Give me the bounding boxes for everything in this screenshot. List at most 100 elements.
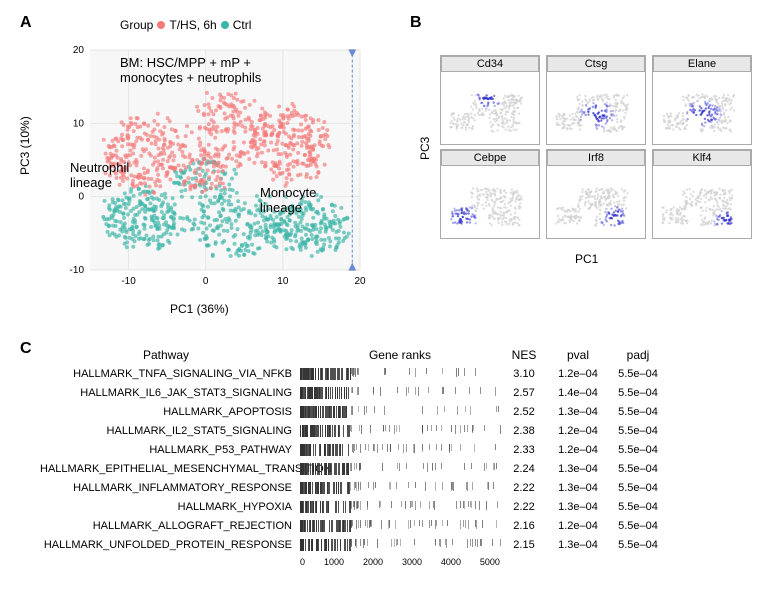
panel-c-label: C [20, 340, 32, 358]
nes-value: 2.52 [500, 406, 548, 418]
pathway-row: HALLMARK_P53_PATHWAY 2.331.2e–045.5e–04 [40, 440, 668, 459]
pathway-name: HALLMARK_ALLOGRAFT_REJECTION [40, 520, 300, 532]
facet-title: Cebpe [441, 150, 539, 166]
nes-value: 2.15 [500, 539, 548, 551]
gene-ranks [300, 405, 500, 419]
pathway-row: HALLMARK_IL6_JAK_STAT3_SIGNALING 2.571.4e… [40, 383, 668, 402]
legend-label-0: T/HS, 6h [169, 18, 216, 32]
header-padj: padj [608, 348, 668, 362]
facet-title: Cd34 [441, 56, 539, 72]
panel-c-table: Pathway Gene ranks NES pval padj HALLMAR… [40, 345, 668, 554]
panel-a-ylabel: PC3 (10%) [18, 116, 32, 175]
pathway-row: HALLMARK_HYPOXIA2.221.3e–045.5e–04 [40, 497, 668, 516]
facet-title: Klf4 [653, 150, 751, 166]
svg-text:10: 10 [73, 118, 85, 129]
padj-value: 5.5e–04 [608, 368, 668, 380]
pval-value: 1.3e–04 [548, 482, 608, 494]
panel-a-monocyte-anno: Monocyte lineage [260, 185, 316, 215]
nes-value: 2.24 [500, 463, 548, 475]
padj-value: 5.5e–04 [608, 539, 668, 551]
svg-text:0: 0 [203, 276, 209, 287]
pathway-name: HALLMARK_EPITHELIAL_MESENCHYMAL_TRANSITI… [40, 463, 300, 475]
pathway-name: HALLMARK_IL2_STAT5_SIGNALING [40, 425, 300, 437]
pval-value: 1.2e–04 [548, 425, 608, 437]
pathway-name: HALLMARK_P53_PATHWAY [40, 444, 300, 456]
gene-ranks [300, 462, 500, 476]
pval-value: 1.3e–04 [548, 406, 608, 418]
nes-value: 2.16 [500, 520, 548, 532]
padj-value: 5.5e–04 [608, 444, 668, 456]
padj-value: 5.5e–04 [608, 482, 668, 494]
panel-c-header: Pathway Gene ranks NES pval padj [40, 345, 668, 364]
gene-ranks [300, 519, 500, 533]
panel-a-title-anno: BM: HSC/MPP + mP + monocytes + neutrophi… [120, 55, 261, 85]
pathway-name: HALLMARK_TNFA_SIGNALING_VIA_NFKB [40, 368, 300, 380]
pathway-row: HALLMARK_TNFA_SIGNALING_VIA_NFKB 3.101.2e… [40, 364, 668, 383]
svg-text:10: 10 [277, 276, 289, 287]
pathway-row: HALLMARK_UNFOLDED_PROTEIN_RESPONSE 2.151.… [40, 535, 668, 554]
facet-Ctsg: Ctsg [546, 55, 646, 145]
header-pathway: Pathway [40, 348, 300, 362]
panel-a-xlabel: PC1 (36%) [170, 302, 229, 316]
pathway-name: HALLMARK_UNFOLDED_PROTEIN_RESPONSE [40, 539, 300, 551]
legend-dot-1 [221, 21, 229, 29]
pathway-row: HALLMARK_IL2_STAT5_SIGNALING 2.381.2e–045… [40, 421, 668, 440]
facet-Irf8: Irf8 [546, 149, 646, 239]
panel-b-xlabel: PC1 [575, 252, 598, 266]
nes-value: 2.22 [500, 482, 548, 494]
svg-text:20: 20 [354, 276, 366, 287]
nes-value: 3.10 [500, 368, 548, 380]
header-pval: pval [548, 348, 608, 362]
gene-ranks [300, 386, 500, 400]
panel-b-label: B [410, 14, 422, 32]
nes-value: 2.22 [500, 501, 548, 513]
nes-value: 2.57 [500, 387, 548, 399]
padj-value: 5.5e–04 [608, 406, 668, 418]
legend-title: Group [120, 18, 153, 32]
header-nes: NES [500, 348, 548, 362]
pval-value: 1.3e–04 [548, 539, 608, 551]
pathway-row: HALLMARK_APOPTOSIS 2.521.3e–045.5e–04 [40, 402, 668, 421]
pval-value: 1.2e–04 [548, 368, 608, 380]
pval-value: 1.4e–04 [548, 387, 608, 399]
facet-Cd34: Cd34 [440, 55, 540, 145]
padj-value: 5.5e–04 [608, 501, 668, 513]
pathway-row: HALLMARK_INFLAMMATORY_RESPONSE2.221.3e–0… [40, 478, 668, 497]
facet-title: Irf8 [547, 150, 645, 166]
facet-title: Elane [653, 56, 751, 72]
rank-xaxis: 010002000300040005000 [300, 557, 500, 567]
padj-value: 5.5e–04 [608, 387, 668, 399]
facet-Cebpe: Cebpe [440, 149, 540, 239]
gene-ranks [300, 443, 500, 457]
gene-ranks [300, 481, 500, 495]
pval-value: 1.3e–04 [548, 463, 608, 475]
nes-value: 2.38 [500, 425, 548, 437]
facet-Elane: Elane [652, 55, 752, 145]
pathway-name: HALLMARK_APOPTOSIS [40, 406, 300, 418]
svg-text:-10: -10 [121, 276, 136, 287]
pathway-row: HALLMARK_ALLOGRAFT_REJECTION 2.161.2e–045… [40, 516, 668, 535]
padj-value: 5.5e–04 [608, 425, 668, 437]
pathway-name: HALLMARK_IL6_JAK_STAT3_SIGNALING [40, 387, 300, 399]
pathway-row: HALLMARK_EPITHELIAL_MESENCHYMAL_TRANSITI… [40, 459, 668, 478]
svg-text:0: 0 [78, 192, 84, 203]
gene-ranks [300, 424, 500, 438]
gene-ranks [300, 367, 500, 381]
pval-value: 1.2e–04 [548, 444, 608, 456]
gene-ranks [300, 538, 500, 552]
panel-a-legend: Group T/HS, 6h Ctrl [120, 18, 251, 32]
header-ranks: Gene ranks [300, 348, 500, 362]
svg-text:20: 20 [73, 45, 85, 56]
nes-value: 2.33 [500, 444, 548, 456]
facet-Klf4: Klf4 [652, 149, 752, 239]
padj-value: 5.5e–04 [608, 520, 668, 532]
padj-value: 5.5e–04 [608, 463, 668, 475]
gene-ranks [300, 500, 500, 514]
panel-a-neutrophil-anno: Neutrophil lineage [70, 160, 129, 190]
pathway-name: HALLMARK_HYPOXIA [40, 501, 300, 513]
svg-text:-10: -10 [70, 265, 85, 276]
facet-title: Ctsg [547, 56, 645, 72]
panel-b-ylabel: PC3 [418, 137, 432, 160]
pval-value: 1.2e–04 [548, 520, 608, 532]
panel-b-grid: Cd34 Ctsg Elane Cebpe Irf8 Klf4 [440, 55, 752, 239]
